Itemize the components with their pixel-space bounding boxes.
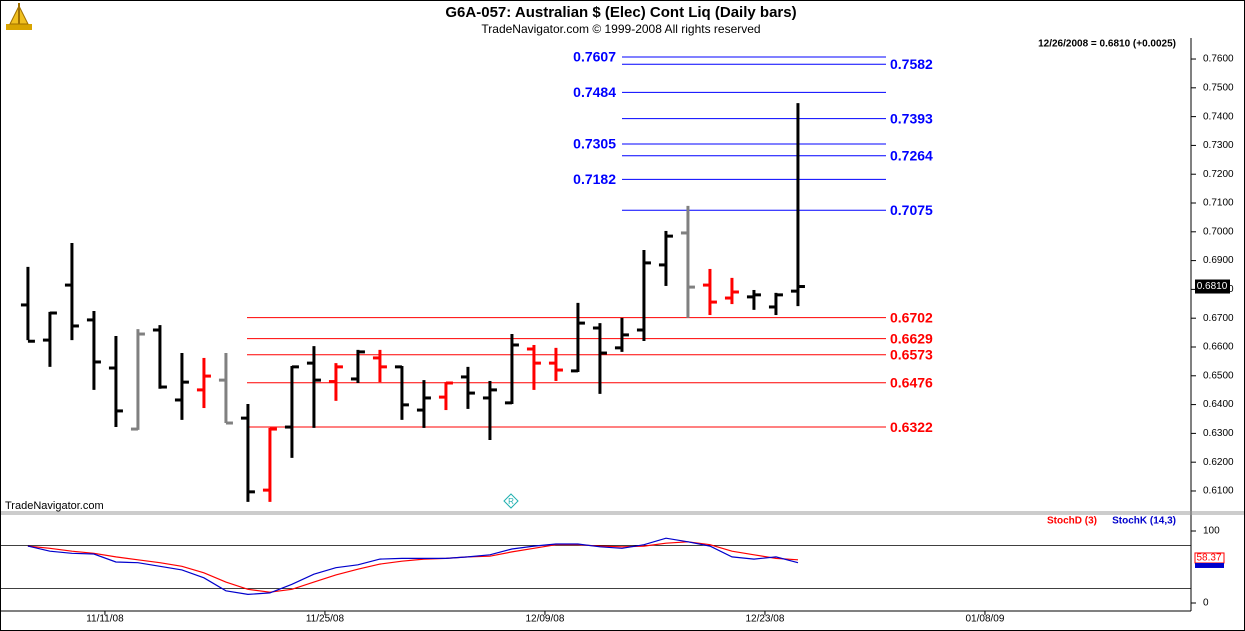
ohlc-bar: [438, 381, 453, 411]
y-tick-label: 0.7300: [1203, 140, 1234, 151]
level-label: 0.7075: [890, 202, 933, 218]
ohlc-bar: [306, 346, 321, 428]
y-tick-label: 100: [1203, 526, 1220, 537]
y-tick-label: 0.6400: [1203, 399, 1234, 410]
last-price-label: 0.6810: [1197, 281, 1228, 292]
level-label: 0.7582: [890, 56, 933, 72]
ohlc-bar: [42, 311, 57, 367]
x-tick-label: 01/08/09: [965, 614, 1004, 625]
ohlc-bar: [416, 380, 431, 428]
ohlc-bar: [592, 323, 607, 394]
ohlc-bar: [218, 353, 233, 425]
last-value-box-lower: [1195, 562, 1224, 568]
watermark: TradeNavigator.com: [5, 500, 104, 512]
ohlc-bar: [262, 427, 277, 502]
ohlc-bar: [636, 249, 651, 341]
ohlc-bar: [680, 205, 695, 318]
level-label: 0.6629: [890, 330, 933, 346]
level-label: 0.6702: [890, 309, 933, 325]
ohlc-bar: [284, 365, 299, 458]
ohlc-bar: [108, 336, 123, 428]
y-tick-label: 0.6100: [1203, 486, 1234, 497]
ohlc-bar: [768, 292, 783, 316]
level-label: 0.6573: [890, 346, 933, 362]
legend-entry: StochD (3): [1047, 516, 1097, 527]
y-tick-label: 0: [1203, 598, 1209, 609]
level-label: 0.7264: [890, 147, 933, 163]
x-tick-label: 11/25/08: [306, 614, 345, 625]
stoch-line: [27, 537, 799, 596]
y-tick-label: 0.7600: [1203, 54, 1234, 65]
ohlc-bar: [350, 349, 365, 383]
ohlc-bar: [548, 347, 563, 381]
y-tick-label: 0.7400: [1203, 111, 1234, 122]
ohlc-bar: [702, 268, 717, 316]
stoch-line: [27, 541, 799, 593]
ohlc-bar: [482, 380, 497, 441]
x-tick-label: 12/09/08: [525, 614, 564, 625]
y-tick-label: 0.7000: [1203, 226, 1234, 237]
ohlc-bar: [20, 266, 35, 343]
y-tick-label: 0.7200: [1203, 169, 1234, 180]
ohlc-bar: [372, 349, 387, 383]
ohlc-bar: [724, 277, 739, 305]
ohlc-bar: [174, 353, 189, 420]
logo-icon: [6, 3, 32, 30]
ohlc-bar: [394, 365, 409, 420]
level-label: 0.7182: [573, 171, 616, 187]
y-tick-label: 0.6900: [1203, 255, 1234, 266]
ohlc-bar: [460, 366, 475, 409]
ohlc-bar: [614, 317, 629, 352]
y-tick-label: 0.6300: [1203, 428, 1234, 439]
ohlc-bar: [328, 363, 343, 401]
info-text: 12/26/2008 = 0.6810 (+0.0025): [1038, 39, 1176, 50]
ohlc-bar: [152, 325, 167, 389]
level-label: 0.7393: [890, 110, 933, 126]
level-label: 0.7484: [573, 84, 616, 100]
svg-text:R: R: [508, 497, 514, 506]
y-tick-label: 0.6700: [1203, 313, 1234, 324]
chart-title: G6A-057: Australian $ (Elec) Cont Liq (D…: [445, 4, 796, 21]
ohlc-bar: [86, 310, 101, 390]
ohlc-bar: [526, 344, 541, 390]
x-tick-label: 11/11/08: [86, 614, 124, 625]
ohlc-bar: [658, 230, 673, 286]
ohlc-bar: [790, 103, 805, 307]
y-tick-label: 0.6500: [1203, 370, 1234, 381]
ohlc-bar: [504, 334, 519, 405]
y-tick-label: 0.7100: [1203, 198, 1234, 209]
last-price-box: [1195, 279, 1230, 294]
chart-subtitle: TradeNavigator.com © 1999-2008 All right…: [481, 22, 760, 36]
y-tick-label: 0.6200: [1203, 457, 1234, 468]
y-tick-label: 0.6600: [1203, 342, 1234, 353]
ohlc-bar: [746, 289, 761, 310]
level-label: 0.7607: [573, 49, 616, 65]
ohlc-bar: [64, 243, 79, 341]
ohlc-bar: [130, 329, 145, 431]
legend-entry: StochK (14,3): [1112, 516, 1176, 527]
y-tick-label: 0.7500: [1203, 82, 1234, 93]
ohlc-bar: [196, 357, 211, 409]
ohlc-bar: [570, 302, 585, 373]
ohlc-bar: [240, 404, 255, 502]
x-tick-label: 12/23/08: [745, 614, 784, 625]
level-label: 0.7305: [573, 136, 616, 152]
last-value-label: 58.37: [1196, 553, 1221, 564]
level-label: 0.6476: [890, 374, 933, 390]
r-icon: R: [503, 493, 519, 509]
level-label: 0.6322: [890, 419, 933, 435]
